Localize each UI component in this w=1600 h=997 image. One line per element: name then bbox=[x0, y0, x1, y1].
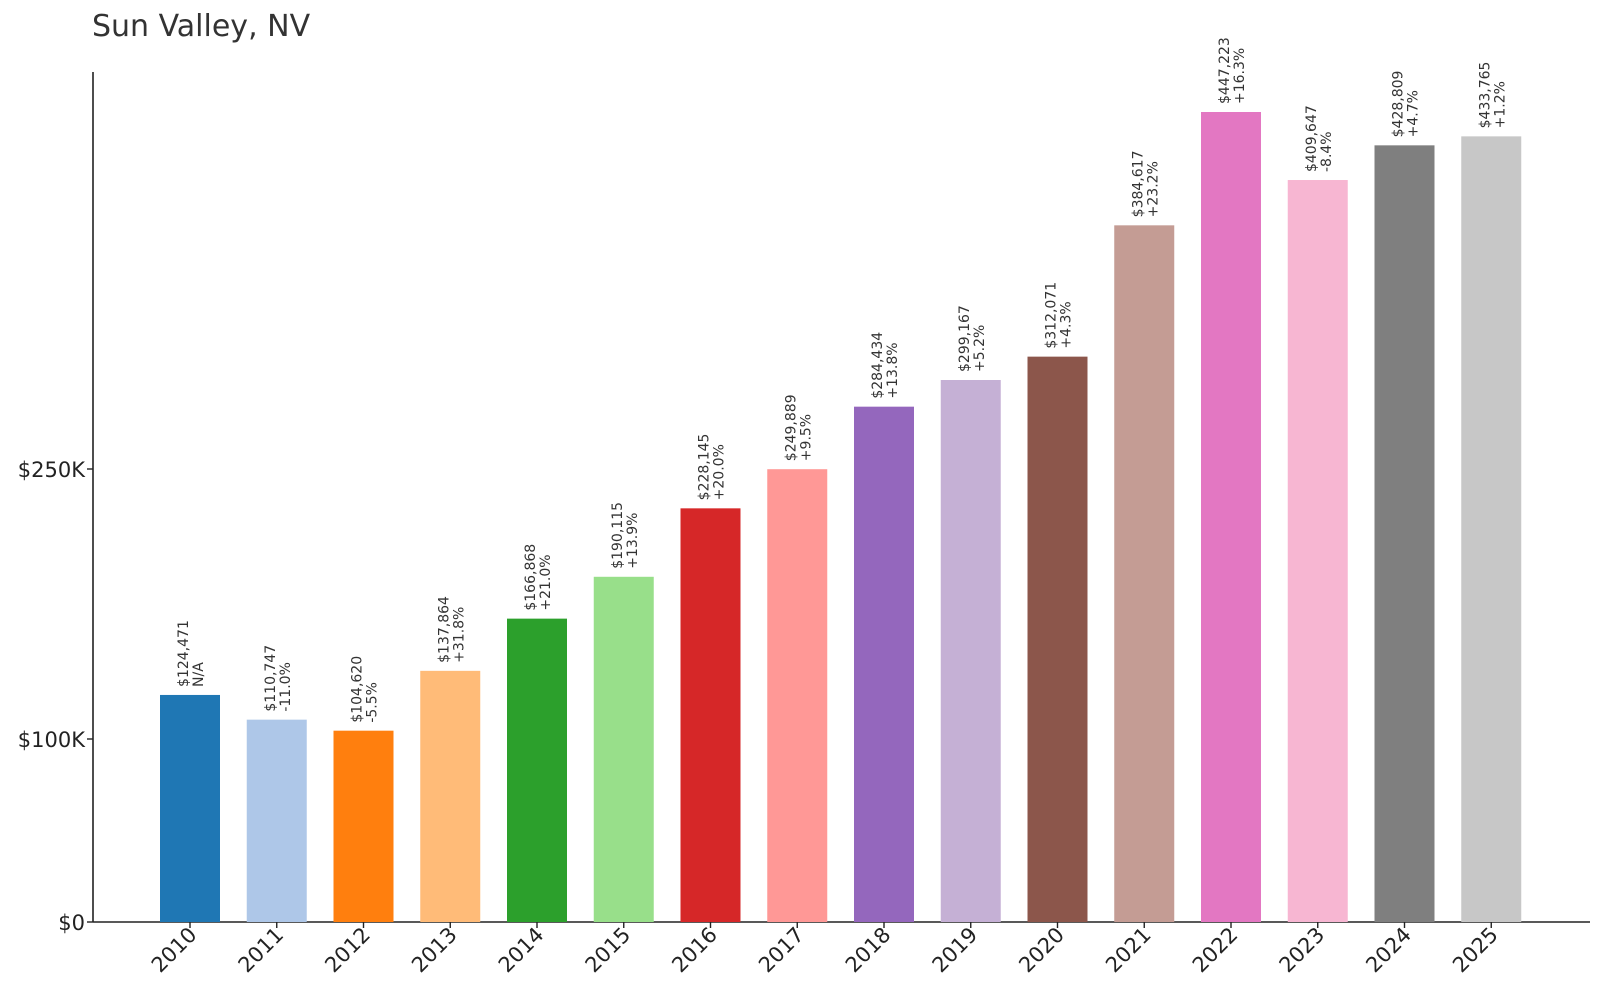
x-tick-label-2025: 2025 bbox=[1448, 923, 1503, 978]
data-label-2021: $384,617 +23.2% bbox=[1130, 151, 1161, 218]
y-tick-label: $100K bbox=[18, 728, 86, 752]
y-tick-label: $250K bbox=[18, 458, 86, 482]
bar-2025 bbox=[1461, 136, 1522, 922]
bars bbox=[160, 112, 1522, 923]
value-label: $249,889 bbox=[783, 394, 799, 461]
y-tick-label: $0 bbox=[58, 911, 85, 935]
value-label: $433,765 bbox=[1477, 62, 1493, 129]
data-label-2016: $228,145 +20.0% bbox=[697, 434, 728, 501]
bar-2019 bbox=[940, 380, 1001, 922]
data-label-2011: $110,747 -11.0% bbox=[263, 645, 294, 712]
x-tick-label-2015: 2015 bbox=[581, 923, 636, 978]
x-tick-label-2022: 2022 bbox=[1188, 923, 1243, 978]
value-label: $409,647 bbox=[1304, 105, 1320, 172]
x-tick-label-2012: 2012 bbox=[320, 923, 375, 978]
x-tick-label-2024: 2024 bbox=[1361, 923, 1416, 978]
change-label: +23.2% bbox=[1145, 161, 1161, 217]
bar-2015 bbox=[593, 576, 654, 922]
bar-2020 bbox=[1027, 356, 1088, 922]
value-label: $384,617 bbox=[1130, 151, 1146, 218]
data-label-2014: $166,868 +21.0% bbox=[523, 544, 554, 611]
data-label-2023: $409,647 -8.4% bbox=[1304, 105, 1335, 172]
value-label: $228,145 bbox=[697, 434, 713, 501]
data-label-2018: $284,434 +13.8% bbox=[870, 332, 901, 399]
data-label-2024: $428,809 +4.7% bbox=[1391, 71, 1422, 138]
x-tick-label-2021: 2021 bbox=[1101, 923, 1156, 978]
x-tick-label-2023: 2023 bbox=[1275, 923, 1330, 978]
x-tick-label-2011: 2011 bbox=[234, 923, 289, 978]
x-tick-label-2013: 2013 bbox=[407, 923, 462, 978]
data-label-2012: $104,620 -5.5% bbox=[350, 656, 381, 723]
value-label: $166,868 bbox=[523, 544, 539, 611]
bar-2024 bbox=[1374, 145, 1435, 923]
value-label: $428,809 bbox=[1391, 71, 1407, 138]
change-label: +31.8% bbox=[451, 607, 467, 663]
x-tick-label-2017: 2017 bbox=[754, 923, 809, 978]
x-tick-label-2020: 2020 bbox=[1014, 923, 1069, 978]
data-label-2019: $299,167 +5.2% bbox=[957, 305, 988, 372]
change-label: +5.2% bbox=[972, 325, 988, 372]
change-label: +21.0% bbox=[538, 554, 554, 610]
data-label-2025: $433,765 +1.2% bbox=[1477, 62, 1508, 129]
value-label: $284,434 bbox=[870, 332, 886, 399]
bar-2018 bbox=[854, 406, 914, 922]
x-tick-label-2018: 2018 bbox=[841, 923, 896, 978]
value-label: $124,471 bbox=[176, 620, 192, 687]
bar-2012 bbox=[333, 730, 394, 922]
y-axis: $0 $100K $250K bbox=[18, 72, 94, 935]
value-label: $299,167 bbox=[957, 305, 973, 372]
x-tick-label-2019: 2019 bbox=[928, 923, 983, 978]
value-label: $447,223 bbox=[1217, 37, 1233, 104]
bar-2011 bbox=[246, 719, 307, 922]
change-label: -5.5% bbox=[365, 682, 381, 723]
data-label-2017: $249,889 +9.5% bbox=[783, 394, 814, 461]
change-label: +1.2% bbox=[1492, 81, 1508, 128]
x-tick-label-2016: 2016 bbox=[667, 923, 722, 978]
change-label: -11.0% bbox=[278, 662, 294, 712]
value-label: $137,864 bbox=[436, 596, 452, 663]
value-label: $104,620 bbox=[350, 656, 366, 723]
bar-2023 bbox=[1287, 180, 1348, 922]
x-tick-label-2010: 2010 bbox=[147, 923, 202, 978]
bar-2014 bbox=[507, 618, 567, 922]
data-label-2020: $312,071 +4.3% bbox=[1044, 282, 1075, 349]
bar-2021 bbox=[1114, 225, 1175, 923]
change-label: -8.4% bbox=[1319, 131, 1335, 172]
data-label-2015: $190,115 +13.9% bbox=[610, 502, 641, 569]
change-label: +16.3% bbox=[1232, 48, 1248, 104]
data-label-2013: $137,864 +31.8% bbox=[436, 596, 467, 663]
change-label: +9.5% bbox=[798, 414, 814, 461]
change-label: +4.3% bbox=[1059, 301, 1075, 348]
x-axis: 2010 2011 2012 2013 2014 2015 2016 2017 2018 2019… bbox=[93, 921, 1590, 978]
data-labels: $124,471 N/A $110,747 -11.0% $104,620 -5.5%$1… bbox=[176, 37, 1508, 722]
bar-2013 bbox=[420, 670, 481, 922]
change-label: N/A bbox=[191, 662, 207, 687]
bar-2016 bbox=[680, 508, 741, 922]
bar-2022 bbox=[1201, 112, 1261, 922]
data-label-2022: $447,223 +16.3% bbox=[1217, 37, 1248, 104]
value-label: $312,071 bbox=[1044, 282, 1060, 349]
change-label: +13.9% bbox=[625, 513, 641, 569]
x-tick-label-2014: 2014 bbox=[494, 923, 549, 978]
chart-title: Sun Valley, NV bbox=[92, 9, 311, 44]
change-label: +4.7% bbox=[1406, 90, 1422, 137]
data-label-2010: $124,471 N/A bbox=[176, 620, 207, 687]
value-label: $190,115 bbox=[610, 502, 626, 569]
change-label: +20.0% bbox=[712, 444, 728, 500]
bar-2010 bbox=[160, 694, 220, 922]
change-label: +13.8% bbox=[885, 342, 901, 398]
bar-2017 bbox=[767, 469, 828, 922]
value-label: $110,747 bbox=[263, 645, 279, 712]
